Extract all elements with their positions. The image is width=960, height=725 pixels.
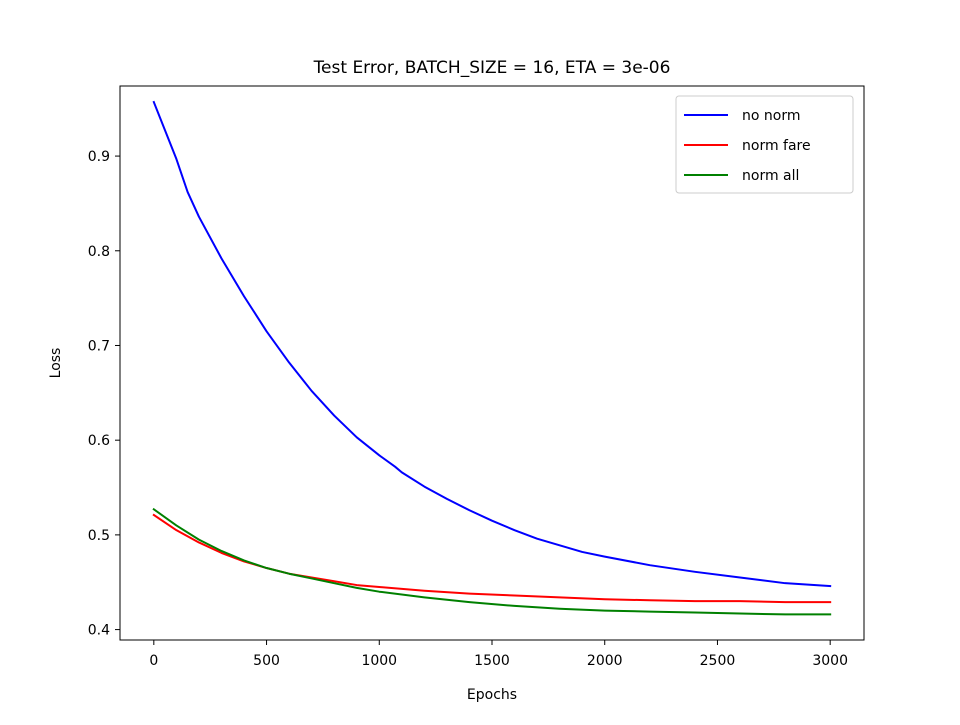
x-tick-label: 2000 (587, 653, 623, 669)
legend-items: no norm norm fare norm all (684, 108, 811, 184)
y-tick-label: 0.8 (88, 244, 110, 260)
y-tick-label: 0.5 (88, 528, 110, 544)
plot-frame (119, 85, 865, 641)
legend-box (675, 95, 854, 194)
y-tick-label: 0.4 (88, 623, 110, 639)
series-lines (152, 100, 832, 616)
legend-label-norm-all: norm all (742, 168, 799, 184)
x-axis-ticks: 0 500 1000 1500 2000 2500 3000 (149, 640, 848, 669)
series-line-no-norm (152, 100, 832, 588)
x-tick-label: 1000 (361, 653, 397, 669)
y-axis-label: Loss (48, 348, 64, 379)
x-tick-label: 1500 (474, 653, 510, 669)
legend: no norm norm fare norm all (675, 95, 854, 194)
x-tick-label: 2500 (700, 653, 736, 669)
legend-label-no-norm: no norm (742, 108, 800, 124)
chart-title: Test Error, BATCH_SIZE = 16, ETA = 3e-06 (313, 58, 671, 78)
x-axis-label: Epochs (467, 687, 517, 703)
x-tick-label: 0 (149, 653, 158, 669)
series-line-norm-all (152, 507, 832, 616)
y-tick-label: 0.6 (88, 433, 110, 449)
x-tick-label: 500 (253, 653, 280, 669)
x-tick-label: 3000 (812, 653, 848, 669)
y-axis-ticks: 0.4 0.5 0.6 0.7 0.8 0.9 (88, 149, 120, 639)
y-tick-label: 0.7 (88, 338, 110, 354)
y-tick-label: 0.9 (88, 149, 110, 165)
legend-label-norm-fare: norm fare (742, 138, 811, 154)
series-line-norm-fare (152, 513, 832, 604)
